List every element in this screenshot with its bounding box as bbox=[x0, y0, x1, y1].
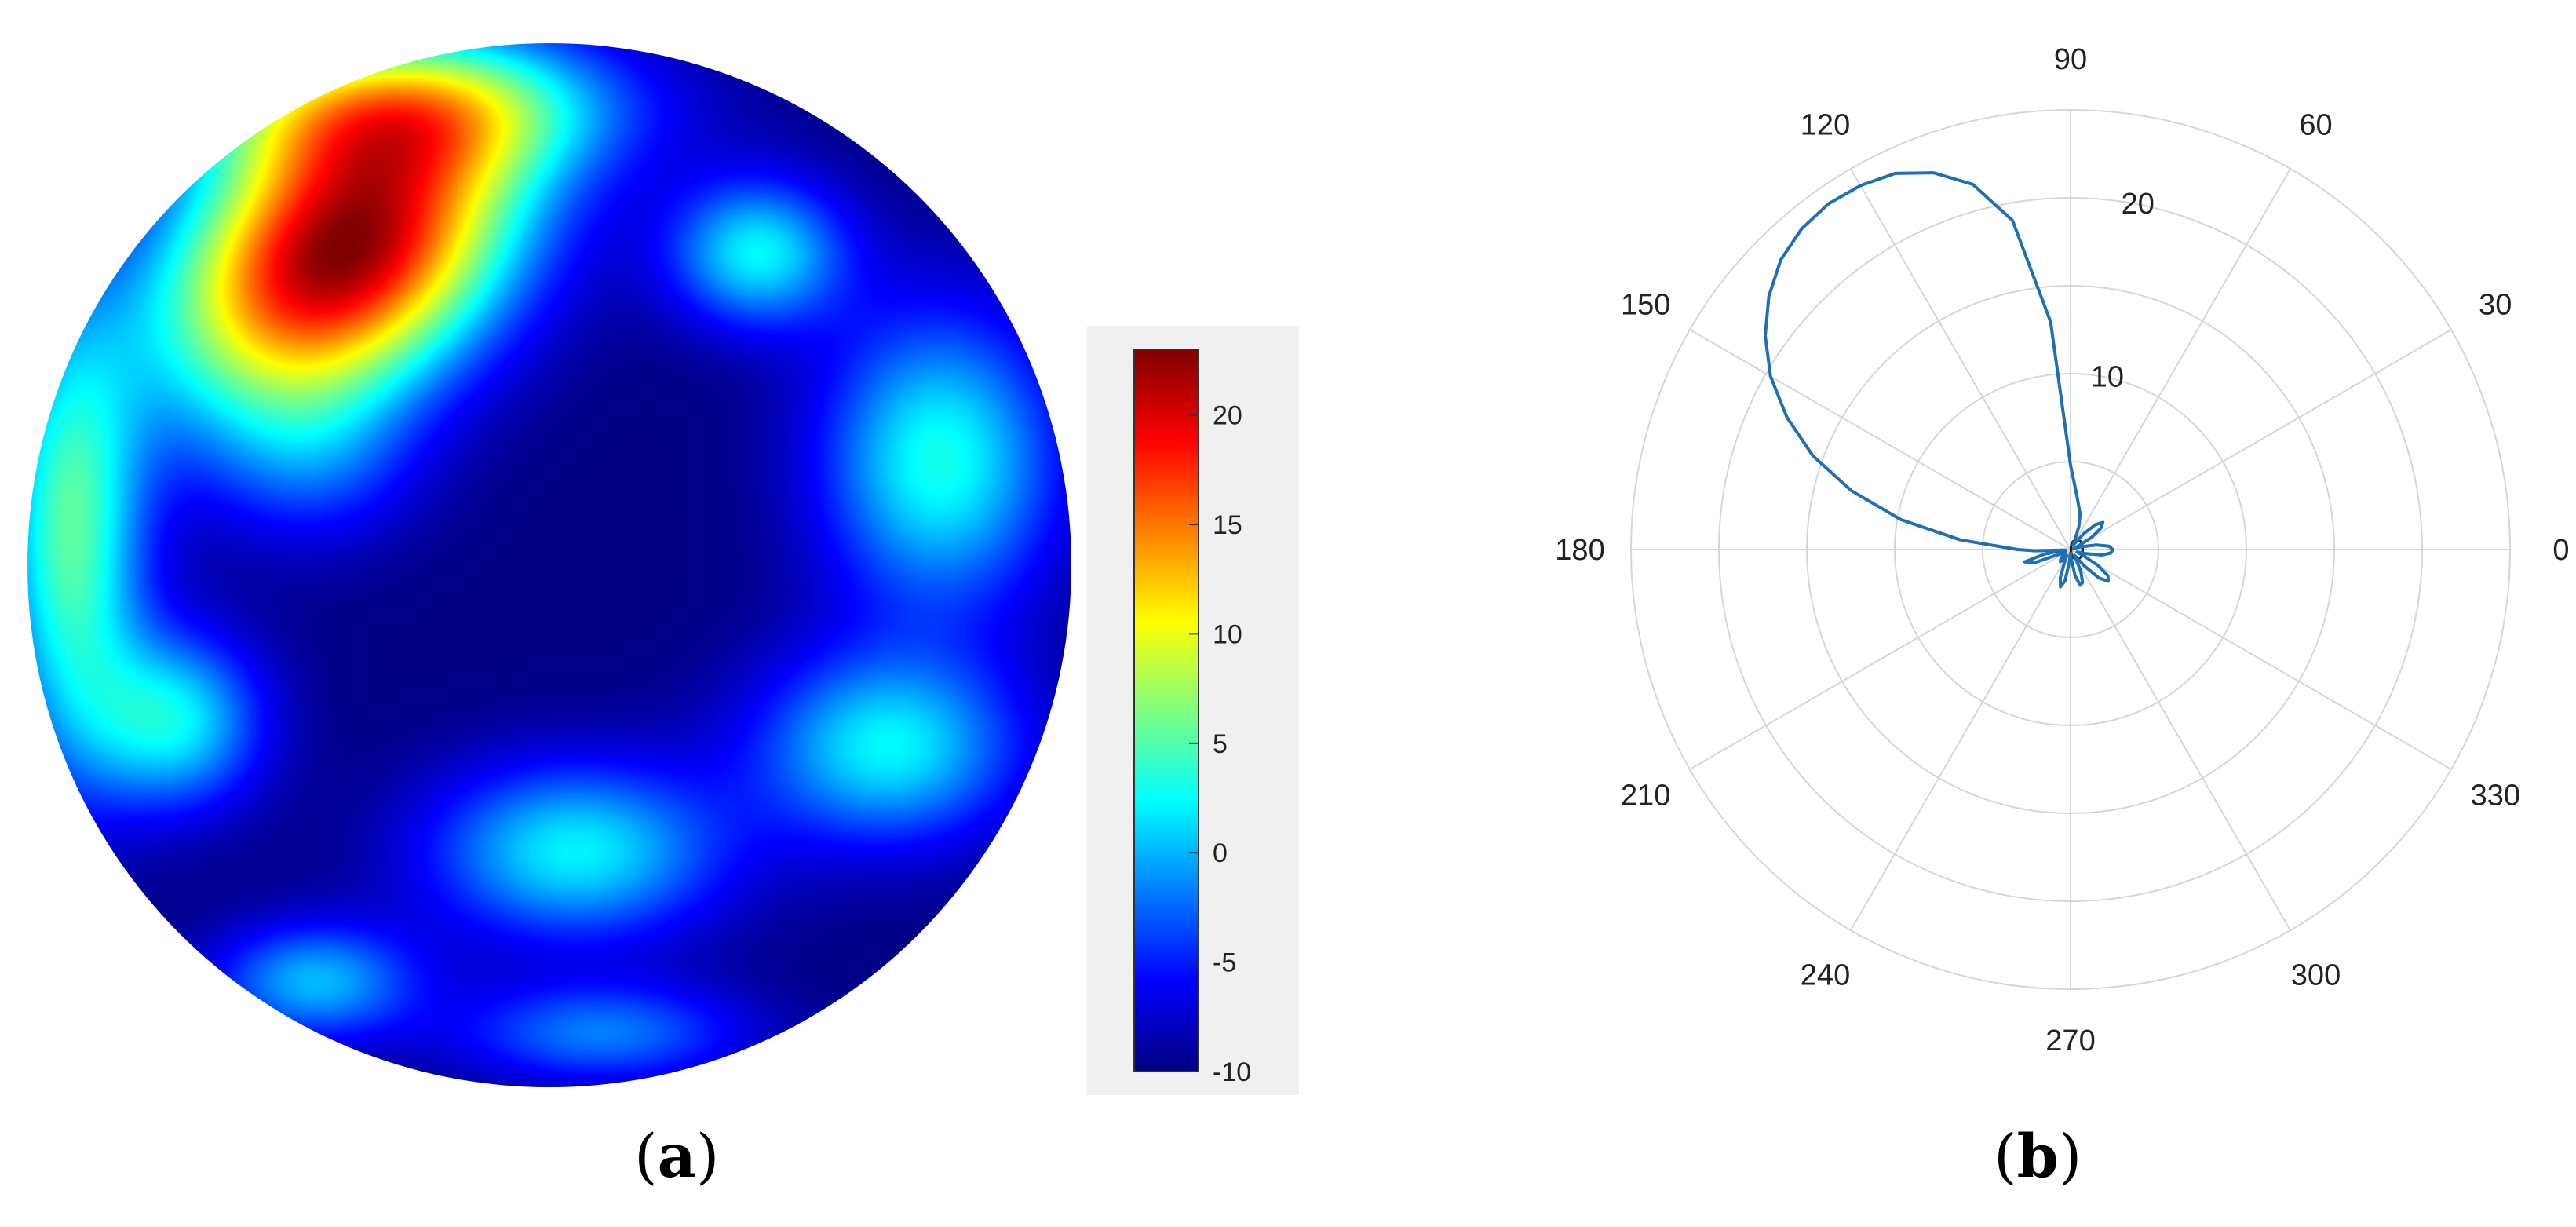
r-tick-label: 10 bbox=[2091, 360, 2124, 393]
theta-tick-label: 210 bbox=[1621, 780, 1670, 813]
colorbar-tick-label: 20 bbox=[1213, 401, 1242, 431]
colorbar-ticks: 20 15 10 5 0 -5 -10 bbox=[1189, 401, 1251, 1087]
theta-tick-label: 150 bbox=[1621, 289, 1670, 322]
theta-tick-labels: 0 30 60 90 120 150 180 210 240 270 300 330 bbox=[1555, 43, 2569, 1057]
grid-spoke bbox=[1689, 549, 2071, 770]
colorbar-tick-label: 0 bbox=[1213, 838, 1228, 868]
theta-tick-label: 300 bbox=[2291, 959, 2341, 991]
colorbar-gradient bbox=[1134, 349, 1199, 1072]
grid-spoke bbox=[1689, 329, 2071, 550]
theta-tick-label: 270 bbox=[2045, 1024, 2095, 1057]
grid-spoke bbox=[1850, 168, 2071, 550]
theta-tick-label: 0 bbox=[2552, 534, 2569, 567]
theta-tick-label: 180 bbox=[1555, 534, 1604, 567]
grid-spoke bbox=[2070, 329, 2452, 550]
colorbar-tick-label: 5 bbox=[1213, 729, 1228, 759]
theta-tick-label: 30 bbox=[2479, 289, 2512, 322]
panel-label-a: (a) bbox=[634, 1121, 720, 1191]
grid-spoke bbox=[1850, 549, 2071, 931]
grid-spoke bbox=[2070, 168, 2291, 550]
colorbar-tick-label: -10 bbox=[1213, 1057, 1251, 1087]
series-line bbox=[1764, 171, 2114, 589]
heatmap-disk bbox=[27, 43, 1071, 1087]
theta-tick-label: 240 bbox=[1801, 959, 1850, 991]
grid-spoke bbox=[2070, 549, 2452, 770]
polar-grid bbox=[1630, 109, 2511, 990]
colorbar-tick-label: 15 bbox=[1213, 510, 1242, 540]
colorbar-tick-label: -5 bbox=[1213, 948, 1236, 978]
colorbar-tick-label: 10 bbox=[1213, 619, 1242, 649]
panel-label-b: (b) bbox=[1994, 1121, 2082, 1191]
theta-tick-label: 330 bbox=[2471, 780, 2520, 813]
theta-tick-label: 90 bbox=[2054, 43, 2087, 76]
theta-tick-label: 60 bbox=[2299, 109, 2332, 142]
colorbar-frame bbox=[1133, 349, 1199, 1072]
theta-tick-label: 120 bbox=[1801, 109, 1850, 142]
grid-spoke bbox=[2070, 549, 2291, 931]
r-tick-label: 20 bbox=[2122, 188, 2155, 221]
